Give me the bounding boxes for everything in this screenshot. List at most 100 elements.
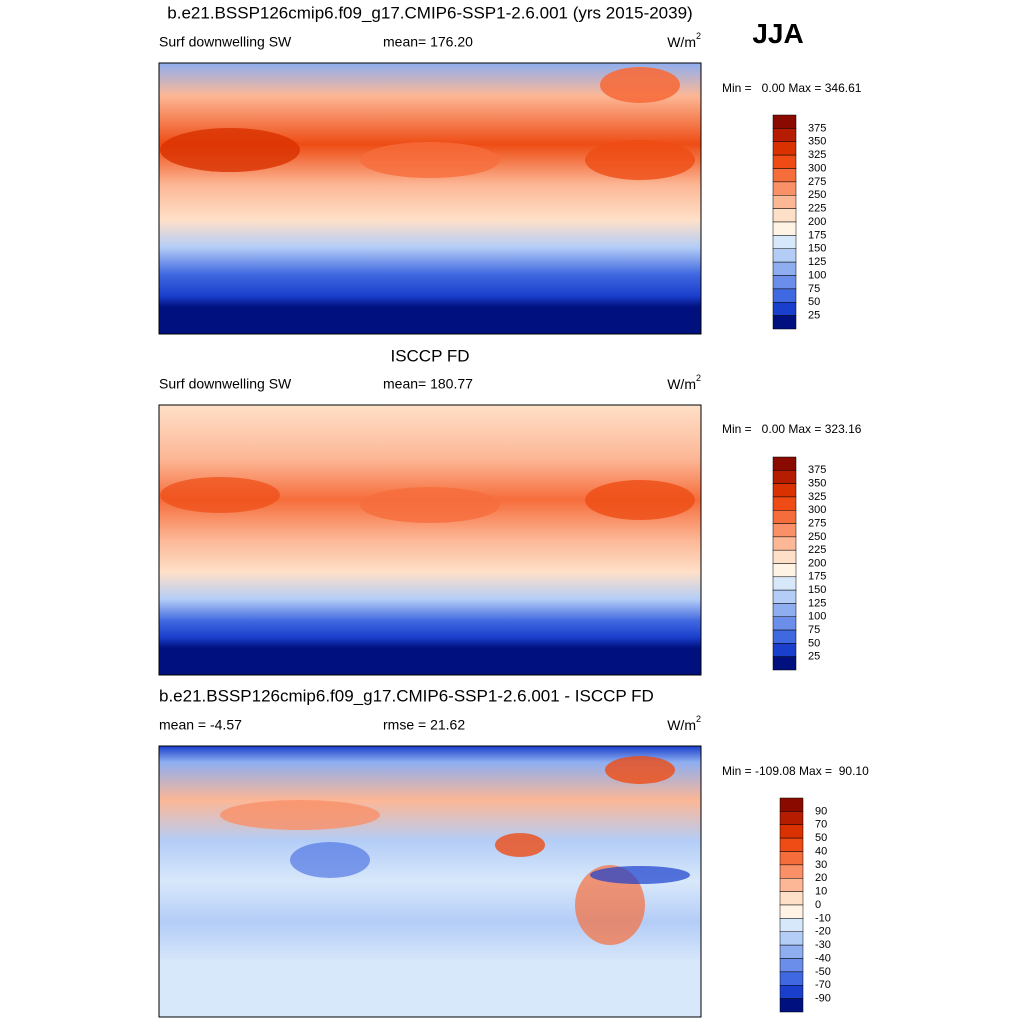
colorbar-label: 200 bbox=[808, 557, 826, 569]
colorbar-label: -90 bbox=[815, 993, 831, 1005]
colorbar-box bbox=[772, 141, 797, 156]
colorbar-label: -50 bbox=[815, 966, 831, 978]
colorbar-label: -70 bbox=[815, 979, 831, 991]
colorbar-box bbox=[772, 181, 797, 196]
colorbar-label: 275 bbox=[808, 176, 826, 188]
colorbar-label: 325 bbox=[808, 491, 826, 503]
colorbar-label: 25 bbox=[808, 651, 820, 663]
colorbar-label: 175 bbox=[808, 571, 826, 583]
colorbar-box bbox=[772, 302, 797, 316]
colorbar-box bbox=[772, 496, 797, 511]
colorbar-label: -10 bbox=[815, 912, 831, 924]
colorbar-label: 100 bbox=[808, 269, 826, 281]
colorbar-label: 225 bbox=[808, 544, 826, 556]
colorbar-box bbox=[772, 656, 797, 671]
colorbar-box bbox=[772, 168, 797, 183]
season-label: JJA bbox=[752, 18, 803, 49]
colorbar-label: 150 bbox=[808, 243, 826, 255]
colorbar-label: 300 bbox=[808, 162, 826, 174]
colorbar-box bbox=[779, 878, 804, 892]
colorbar-box bbox=[772, 208, 797, 223]
colorbar-label: 125 bbox=[808, 256, 826, 268]
center-label: rmse = 21.62 bbox=[383, 717, 465, 733]
colorbar-label: 20 bbox=[815, 872, 827, 884]
colorbar-label: 75 bbox=[808, 283, 820, 295]
colorbar-label: 300 bbox=[808, 504, 826, 516]
units: W/m2 bbox=[667, 714, 701, 732]
units: W/m2 bbox=[667, 373, 701, 391]
colorbar-box bbox=[772, 315, 797, 330]
units: W/m2 bbox=[667, 31, 701, 49]
colorbar-box bbox=[779, 837, 804, 852]
colorbar-box bbox=[779, 958, 804, 973]
left-label: mean = -4.57 bbox=[159, 717, 242, 733]
colorbar-label: -20 bbox=[815, 926, 831, 938]
colorbar-label: 90 bbox=[815, 805, 827, 817]
colorbar-box bbox=[779, 891, 804, 906]
colorbar-box bbox=[772, 128, 797, 142]
colorbar-box bbox=[772, 456, 797, 471]
colorbar-box bbox=[772, 536, 797, 551]
map-3 bbox=[158, 745, 702, 1018]
colorbar-label: 50 bbox=[808, 296, 820, 308]
panel-title: ISCCP FD bbox=[390, 346, 469, 365]
units-base: W/m bbox=[667, 376, 696, 392]
colorbar-label: 350 bbox=[808, 136, 826, 148]
map-1 bbox=[158, 62, 702, 335]
colorbar-label: 275 bbox=[808, 517, 826, 529]
colorbar-label: 375 bbox=[808, 464, 826, 476]
colorbar-box bbox=[779, 931, 804, 946]
units-base: W/m bbox=[667, 34, 696, 50]
range-text: Min = 0.00 Max = 346.61 bbox=[722, 81, 862, 95]
colorbar-label: 250 bbox=[808, 189, 826, 201]
colorbar-label: 30 bbox=[815, 859, 827, 871]
panel-title: b.e21.BSSP126cmip6.f09_g17.CMIP6-SSP1-2.… bbox=[167, 3, 692, 22]
colorbar-label: 350 bbox=[808, 478, 826, 490]
colorbar-box bbox=[779, 971, 804, 986]
left-label: Surf downwelling SW bbox=[159, 34, 292, 50]
colorbar-box bbox=[772, 248, 797, 263]
colorbar-label: 50 bbox=[808, 637, 820, 649]
colorbar-label: 40 bbox=[815, 845, 827, 857]
center-label: mean= 176.20 bbox=[383, 34, 473, 50]
left-label: Surf downwelling SW bbox=[159, 376, 292, 392]
colorbar-box bbox=[772, 629, 797, 644]
colorbar-label: -40 bbox=[815, 952, 831, 964]
colorbar-label: 150 bbox=[808, 584, 826, 596]
colorbar-label: 125 bbox=[808, 597, 826, 609]
colorbar-box bbox=[772, 154, 797, 169]
units-sup: 2 bbox=[696, 714, 701, 724]
colorbar-box bbox=[772, 235, 797, 249]
colorbar-box bbox=[772, 221, 797, 236]
colorbar-box bbox=[772, 616, 797, 631]
colorbar-label: 10 bbox=[815, 886, 827, 898]
units-sup: 2 bbox=[696, 373, 701, 383]
colorbar-label: 75 bbox=[808, 624, 820, 636]
units-sup: 2 bbox=[696, 31, 701, 41]
colorbar-box bbox=[779, 918, 804, 932]
colorbar-box bbox=[779, 944, 804, 959]
colorbar-box bbox=[772, 643, 797, 657]
colorbar-box bbox=[772, 261, 797, 276]
colorbar-box bbox=[772, 288, 797, 303]
center-label: mean= 180.77 bbox=[383, 376, 473, 392]
colorbar-box bbox=[772, 563, 797, 578]
colorbar-box bbox=[772, 470, 797, 484]
colorbar-label: 70 bbox=[815, 819, 827, 831]
colorbar-box bbox=[772, 114, 797, 129]
colorbar-box bbox=[779, 851, 804, 866]
colorbar-label: 375 bbox=[808, 122, 826, 134]
colorbar-label: 225 bbox=[808, 203, 826, 215]
colorbar-box bbox=[772, 195, 797, 209]
colorbar-label: 25 bbox=[808, 310, 820, 322]
colorbar-box bbox=[779, 864, 804, 879]
colorbar-box bbox=[779, 904, 804, 919]
colorbar-box bbox=[779, 998, 804, 1013]
colorbar-box bbox=[779, 824, 804, 839]
colorbar-box bbox=[779, 797, 804, 812]
colorbar-label: 50 bbox=[815, 832, 827, 844]
colorbar-box bbox=[779, 985, 804, 999]
colorbar-box bbox=[772, 589, 797, 604]
